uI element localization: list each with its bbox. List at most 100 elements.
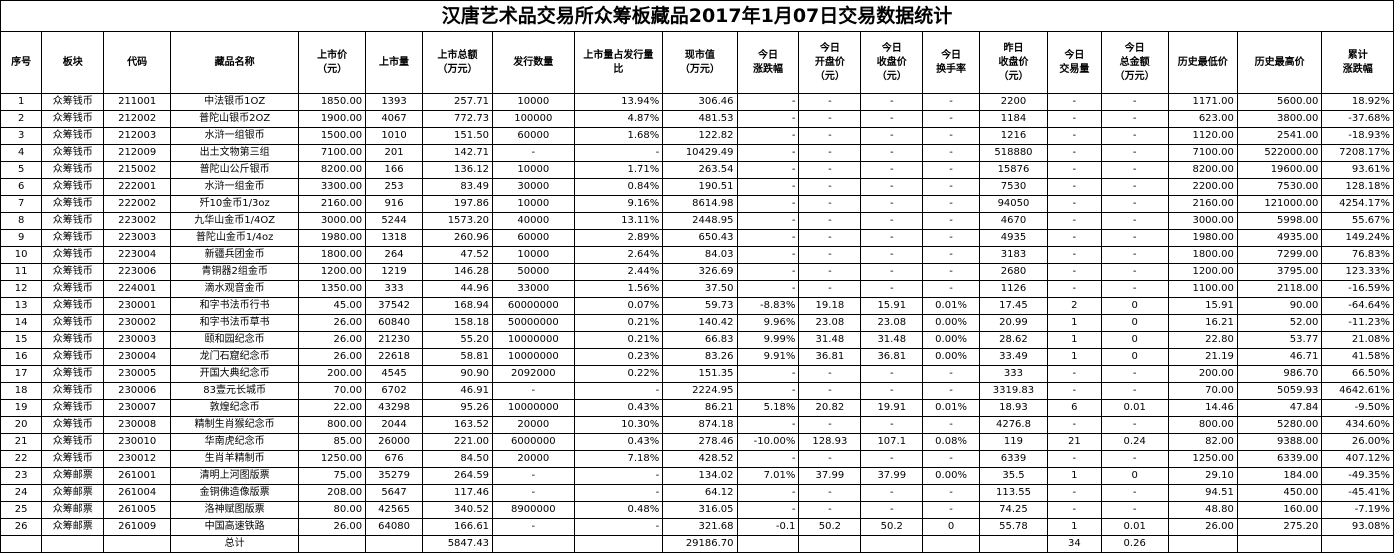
table-cell[interactable]: 21230	[365, 331, 423, 349]
table-cell[interactable]: 水浒一组银币	[170, 127, 300, 145]
total-cell[interactable]: 0.26	[1100, 535, 1169, 553]
table-cell[interactable]: -	[798, 93, 862, 111]
table-cell[interactable]: 2092000	[492, 365, 575, 383]
table-cell[interactable]: 100000	[492, 110, 575, 128]
table-cell[interactable]: 5998.00	[1236, 212, 1323, 230]
table-cell[interactable]: -	[922, 501, 980, 519]
table-cell[interactable]: -	[1047, 229, 1102, 247]
table-cell[interactable]: -	[736, 416, 800, 434]
table-cell[interactable]: 21.19	[1167, 348, 1238, 366]
table-cell[interactable]: 众筹钱币	[41, 246, 105, 264]
table-cell[interactable]: 35279	[365, 467, 423, 485]
table-cell[interactable]: 龙门石窟纪念币	[170, 348, 300, 366]
table-cell[interactable]: 2118.00	[1236, 280, 1323, 298]
table-cell[interactable]: 83.26	[662, 348, 738, 366]
table-cell[interactable]: 4	[0, 144, 43, 162]
table-cell[interactable]: -	[736, 144, 800, 162]
table-cell[interactable]: 230004	[103, 348, 172, 366]
table-cell[interactable]: 75.00	[298, 467, 367, 485]
table-cell[interactable]: -	[492, 467, 575, 485]
table-cell[interactable]: 26.00	[298, 314, 367, 332]
table-cell[interactable]: 2044	[365, 416, 423, 434]
table-cell[interactable]: -	[1047, 161, 1102, 179]
table-cell[interactable]: 321.68	[662, 518, 738, 536]
total-label[interactable]: 总计	[170, 535, 300, 553]
table-cell[interactable]: 20000	[492, 450, 575, 468]
table-cell[interactable]: -	[1100, 416, 1169, 434]
table-cell[interactable]: -	[1100, 110, 1169, 128]
table-cell[interactable]: 1216	[978, 127, 1049, 145]
table-cell[interactable]: 4545	[365, 365, 423, 383]
table-cell[interactable]: 9.96%	[736, 314, 800, 332]
table-cell[interactable]: 5647	[365, 484, 423, 502]
table-cell[interactable]: 1100.00	[1167, 280, 1238, 298]
table-cell[interactable]: -	[1100, 263, 1169, 281]
table-cell[interactable]: -	[922, 484, 980, 502]
total-cell[interactable]	[922, 535, 980, 553]
table-cell[interactable]: 46.71	[1236, 348, 1323, 366]
table-cell[interactable]: -	[736, 110, 800, 128]
table-cell[interactable]: -0.1	[736, 518, 800, 536]
table-cell[interactable]: 83.49	[421, 178, 494, 196]
table-cell[interactable]: 45.00	[298, 297, 367, 315]
table-cell[interactable]: 7208.17%	[1321, 144, 1394, 162]
table-cell[interactable]: 众筹钱币	[41, 144, 105, 162]
table-cell[interactable]: 23	[0, 467, 43, 485]
table-cell[interactable]: 1200.00	[1167, 263, 1238, 281]
table-cell[interactable]: -	[1100, 178, 1169, 196]
table-cell[interactable]: 5	[0, 161, 43, 179]
table-cell[interactable]: -	[798, 501, 862, 519]
table-cell[interactable]: 4670	[978, 212, 1049, 230]
table-cell[interactable]: 230007	[103, 399, 172, 417]
table-cell[interactable]: -	[1047, 280, 1102, 298]
table-cell[interactable]: -	[798, 484, 862, 502]
table-cell[interactable]: 31.48	[860, 331, 924, 349]
table-cell[interactable]: 25	[0, 501, 43, 519]
table-cell[interactable]: 19.18	[798, 297, 862, 315]
table-cell[interactable]: 1250.00	[298, 450, 367, 468]
table-cell[interactable]: 230003	[103, 331, 172, 349]
table-cell[interactable]: 158.18	[421, 314, 494, 332]
table-cell[interactable]: -	[573, 484, 664, 502]
table-cell[interactable]: 18.93	[978, 399, 1049, 417]
table-cell[interactable]: 70.00	[1167, 382, 1238, 400]
table-cell[interactable]: 316.05	[662, 501, 738, 519]
table-cell[interactable]: 23.08	[798, 314, 862, 332]
table-cell[interactable]: 136.12	[421, 161, 494, 179]
table-cell[interactable]: -	[798, 416, 862, 434]
table-cell[interactable]: 众筹钱币	[41, 365, 105, 383]
table-cell[interactable]: 200.00	[1167, 365, 1238, 383]
column-header[interactable]: 板块	[41, 31, 105, 94]
table-cell[interactable]: 众筹钱币	[41, 416, 105, 434]
column-header[interactable]: 今日 收盘价 （元）	[860, 31, 924, 94]
table-cell[interactable]: 8900000	[492, 501, 575, 519]
table-cell[interactable]: 0.43%	[573, 399, 664, 417]
table-cell[interactable]: 9.16%	[573, 195, 664, 213]
table-cell[interactable]: 107.1	[860, 433, 924, 451]
table-cell[interactable]: 90.00	[1236, 297, 1323, 315]
table-cell[interactable]: 60000	[492, 127, 575, 145]
column-header[interactable]: 历史最高价	[1236, 31, 1323, 94]
total-cell[interactable]	[736, 535, 800, 553]
table-cell[interactable]: 众筹钱币	[41, 110, 105, 128]
table-cell[interactable]: 58.81	[421, 348, 494, 366]
table-cell[interactable]: -	[798, 229, 862, 247]
table-cell[interactable]: 中国高速铁路	[170, 518, 300, 536]
table-cell[interactable]: 1	[1047, 518, 1102, 536]
table-cell[interactable]: 60000	[492, 229, 575, 247]
table-cell[interactable]: 142.71	[421, 144, 494, 162]
table-cell[interactable]: 15.91	[1167, 297, 1238, 315]
table-cell[interactable]: -7.19%	[1321, 501, 1394, 519]
table-cell[interactable]: 众筹邮票	[41, 501, 105, 519]
table-cell[interactable]: 113.55	[978, 484, 1049, 502]
table-cell[interactable]: 134.02	[662, 467, 738, 485]
table-cell[interactable]: 4935.00	[1236, 229, 1323, 247]
table-cell[interactable]: -	[922, 144, 980, 162]
table-cell[interactable]: 74.25	[978, 501, 1049, 519]
table-cell[interactable]: 7	[0, 195, 43, 213]
total-cell[interactable]	[860, 535, 924, 553]
table-cell[interactable]: 众筹钱币	[41, 195, 105, 213]
table-cell[interactable]: 70.00	[298, 382, 367, 400]
table-cell[interactable]: 5244	[365, 212, 423, 230]
table-cell[interactable]: -	[922, 382, 980, 400]
